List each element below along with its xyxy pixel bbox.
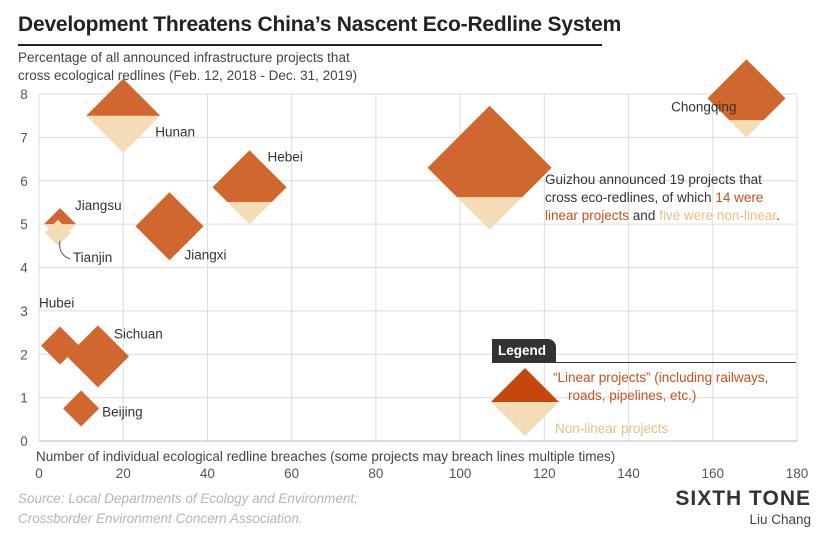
marker-hunan-linear bbox=[86, 78, 161, 116]
annotation-line-2: cross eco-redlines, of which bbox=[545, 190, 716, 205]
legend-linear-label-line-1: “Linear projects” (including railways, bbox=[553, 370, 769, 385]
annotation-linear-part: 14 were linear projects bbox=[545, 190, 764, 223]
label-hubei: Hubei bbox=[39, 296, 74, 311]
y-tick-label-0: 0 bbox=[20, 434, 28, 449]
marker-tianjin-nonlinear bbox=[44, 219, 71, 246]
marker-jiangxi-linear bbox=[135, 192, 204, 261]
y-tick-label-1: 1 bbox=[20, 391, 28, 406]
grid bbox=[38, 93, 798, 442]
source-line-2: Crossborder Environment Concern Associat… bbox=[18, 511, 303, 526]
marker-guizhou-linear bbox=[427, 105, 552, 198]
marker-chongqing-linear bbox=[707, 59, 786, 121]
author: Liu Chang bbox=[749, 512, 811, 527]
x-tick-label-100: 100 bbox=[449, 466, 472, 481]
chart-title: Development Threatens China’s Nascent Ec… bbox=[18, 13, 622, 36]
legend-linear-label-line-2: roads, pipelines, etc.) bbox=[568, 388, 697, 403]
tianjin-leader-line bbox=[59, 240, 71, 260]
marker-tianjin bbox=[44, 219, 71, 246]
marker-guizhou bbox=[427, 105, 552, 230]
label-beijing: Beijing bbox=[102, 404, 143, 419]
marker-hebei-linear bbox=[212, 150, 287, 203]
x-tick-label-120: 120 bbox=[533, 466, 556, 481]
marker-sichuan-linear bbox=[66, 325, 129, 388]
marker-jiangsu-linear bbox=[44, 208, 77, 225]
guizhou-annotation: Guizhou announced 19 projects that cross… bbox=[545, 171, 795, 225]
marker-hunan bbox=[86, 78, 161, 153]
legend-nonlinear-label: Non-linear projects bbox=[555, 421, 669, 436]
brand-logo: SIXTH TONE bbox=[675, 487, 811, 510]
y-tick-label-4: 4 bbox=[20, 261, 28, 276]
annotation-nonlinear-part: five were non-linear bbox=[659, 208, 777, 223]
label-tianjin: Tianjin bbox=[73, 250, 112, 265]
x-tick-label-140: 140 bbox=[617, 466, 640, 481]
annotation-end: . bbox=[776, 208, 780, 223]
y-tick-label-3: 3 bbox=[20, 304, 28, 319]
legend-title: Legend bbox=[492, 339, 556, 363]
legend-marker bbox=[491, 368, 559, 436]
y-tick-label-8: 8 bbox=[20, 87, 28, 102]
label-sichuan: Sichuan bbox=[114, 326, 163, 341]
annotation-line-1: Guizhou announced 19 projects that bbox=[545, 172, 762, 187]
label-jiangxi: Jiangxi bbox=[185, 247, 227, 262]
annotation-mid: and bbox=[629, 208, 660, 223]
marker-hebei bbox=[212, 150, 287, 225]
y-tick-label-6: 6 bbox=[20, 174, 28, 189]
label-jiangsu: Jiangsu bbox=[75, 198, 122, 213]
y-axis-label-line-2: cross ecological redlines (Feb. 12, 2018… bbox=[18, 68, 358, 83]
source-line-1: Source: Local Departments of Ecology and… bbox=[18, 491, 358, 506]
x-tick-label-60: 60 bbox=[284, 466, 299, 481]
x-tick-label-20: 20 bbox=[116, 466, 131, 481]
title-rule bbox=[18, 44, 602, 46]
label-hunan: Hunan bbox=[155, 125, 195, 140]
x-tick-label-80: 80 bbox=[368, 466, 383, 481]
x-tick-label-0: 0 bbox=[35, 466, 43, 481]
legend-rule bbox=[492, 362, 796, 363]
label-hebei: Hebei bbox=[268, 149, 303, 164]
x-tick-label-160: 160 bbox=[702, 466, 725, 481]
marker-beijing-linear bbox=[63, 390, 100, 427]
legend-linear-swatch bbox=[491, 368, 559, 402]
legend-nonlinear-swatch bbox=[491, 402, 559, 436]
x-axis-label: Number of individual ecological redline … bbox=[36, 449, 616, 464]
x-tick-label-40: 40 bbox=[200, 466, 215, 481]
data-labels: Hunan Chongqing Hebei Jiangsu Tianjin Jiangxi… bbox=[39, 99, 736, 419]
marker-jiangxi bbox=[135, 192, 204, 261]
y-tick-label-7: 7 bbox=[20, 130, 28, 145]
marker-sichuan bbox=[66, 325, 129, 388]
label-chongqing: Chongqing bbox=[671, 99, 736, 114]
y-tick-label-2: 2 bbox=[20, 347, 28, 362]
data-markers bbox=[41, 59, 786, 427]
x-tick-label-180: 180 bbox=[786, 466, 809, 481]
marker-beijing bbox=[63, 390, 100, 427]
y-axis-label-line-1: Percentage of all announced infrastructu… bbox=[18, 50, 350, 65]
marker-chongqing bbox=[707, 59, 786, 138]
y-tick-label-5: 5 bbox=[20, 217, 28, 232]
